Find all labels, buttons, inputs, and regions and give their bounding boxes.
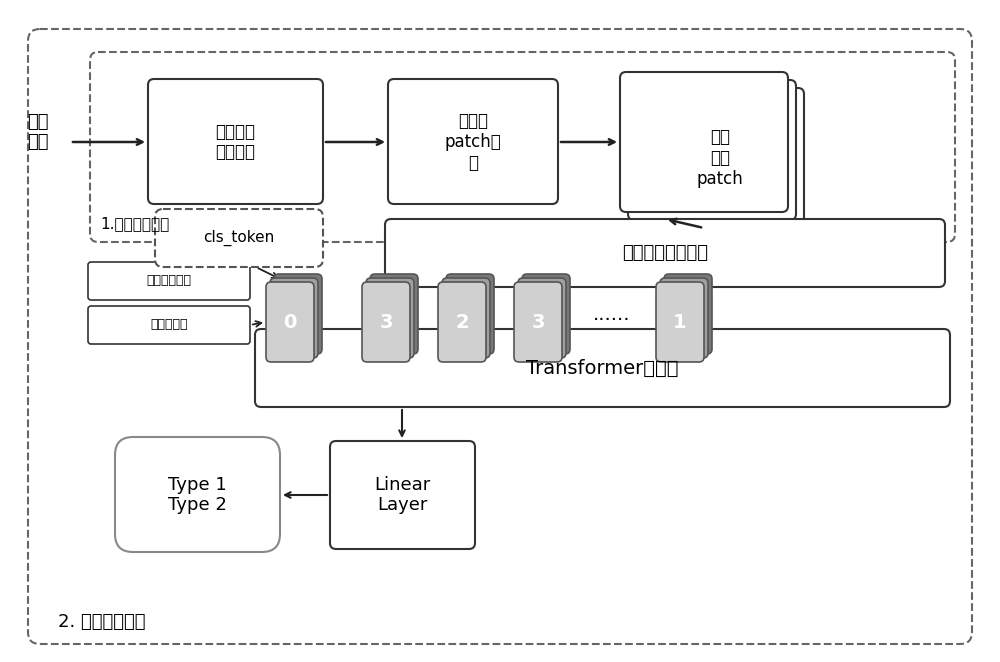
FancyBboxPatch shape: [442, 278, 490, 358]
Text: 2. 亚型分类模块: 2. 亚型分类模块: [58, 613, 146, 631]
Text: 细胞核
patch切
割: 细胞核 patch切 割: [445, 112, 501, 172]
FancyBboxPatch shape: [28, 29, 972, 644]
Text: 3: 3: [531, 312, 545, 332]
FancyBboxPatch shape: [620, 72, 788, 212]
Text: 细胞核分
割与分级: 细胞核分 割与分级: [215, 122, 255, 162]
FancyBboxPatch shape: [370, 274, 418, 354]
Text: 病理
图片: 病理 图片: [27, 113, 49, 152]
FancyBboxPatch shape: [115, 437, 280, 552]
FancyBboxPatch shape: [362, 282, 410, 362]
Text: 小型卷积神经网络: 小型卷积神经网络: [622, 244, 708, 262]
FancyBboxPatch shape: [274, 274, 322, 354]
FancyBboxPatch shape: [518, 278, 566, 358]
FancyBboxPatch shape: [522, 274, 570, 354]
Text: 多个
实例
patch: 多个 实例 patch: [697, 128, 743, 188]
Text: 实例位置嵌入: 实例位置嵌入: [146, 275, 192, 287]
Text: 1: 1: [673, 312, 687, 332]
Text: cls_token: cls_token: [203, 230, 275, 246]
FancyBboxPatch shape: [438, 282, 486, 362]
Text: 1.实例提取模块: 1.实例提取模块: [100, 216, 169, 232]
FancyBboxPatch shape: [255, 329, 950, 407]
FancyBboxPatch shape: [155, 209, 323, 267]
FancyBboxPatch shape: [88, 262, 250, 300]
FancyBboxPatch shape: [148, 79, 323, 204]
FancyBboxPatch shape: [90, 52, 955, 242]
FancyBboxPatch shape: [446, 274, 494, 354]
Text: ......: ......: [593, 305, 631, 324]
FancyBboxPatch shape: [628, 80, 796, 220]
FancyBboxPatch shape: [636, 88, 804, 228]
Text: Type 1
Type 2: Type 1 Type 2: [168, 475, 226, 514]
Text: Linear
Layer: Linear Layer: [374, 475, 430, 514]
FancyBboxPatch shape: [514, 282, 562, 362]
Text: Transformer编码器: Transformer编码器: [526, 359, 678, 377]
Text: 2: 2: [455, 312, 469, 332]
FancyBboxPatch shape: [656, 282, 704, 362]
FancyBboxPatch shape: [266, 282, 314, 362]
FancyBboxPatch shape: [366, 278, 414, 358]
FancyBboxPatch shape: [664, 274, 712, 354]
Text: 0: 0: [283, 312, 297, 332]
FancyBboxPatch shape: [660, 278, 708, 358]
FancyBboxPatch shape: [88, 306, 250, 344]
FancyBboxPatch shape: [388, 79, 558, 204]
FancyBboxPatch shape: [385, 219, 945, 287]
Text: 核级别嵌入: 核级别嵌入: [150, 318, 188, 332]
FancyBboxPatch shape: [330, 441, 475, 549]
FancyBboxPatch shape: [270, 278, 318, 358]
Text: 3: 3: [379, 312, 393, 332]
